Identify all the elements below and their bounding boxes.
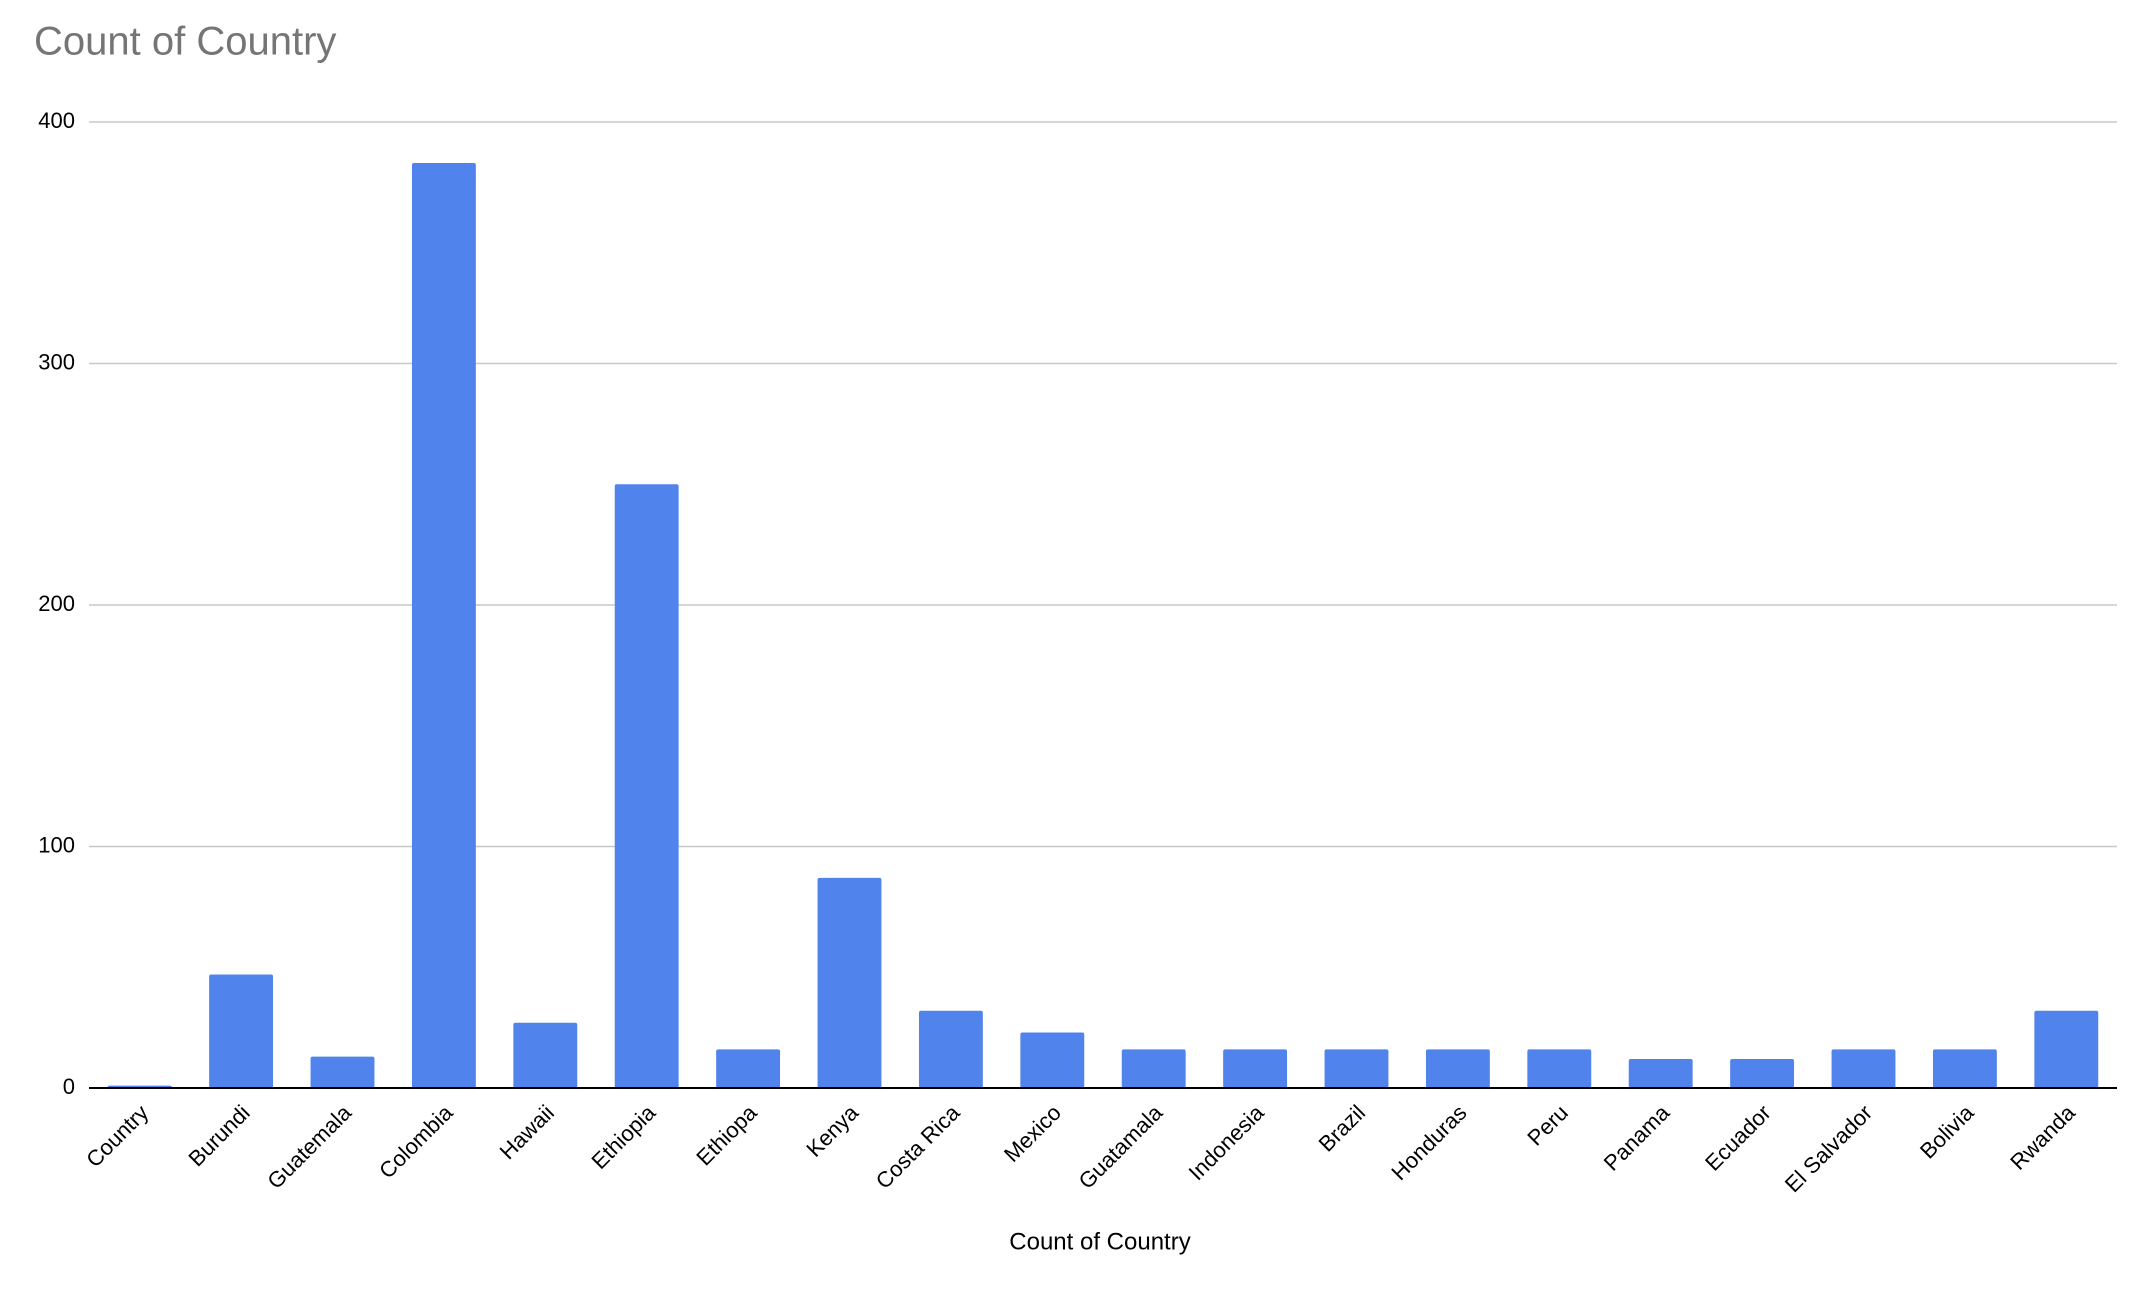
bar [1425, 1049, 1490, 1088]
bar [1121, 1049, 1186, 1088]
bar [2034, 1010, 2099, 1088]
x-tick-label: Mexico [999, 1100, 1066, 1167]
bar [411, 163, 476, 1088]
bar [1527, 1049, 1592, 1088]
x-tick-label: Burundi [183, 1100, 254, 1171]
x-tick-label: Kenya [801, 1099, 863, 1161]
chart-title: Count of Country [34, 20, 336, 64]
x-tick-label: Ecuador [1700, 1100, 1776, 1176]
x-axis-title: Count of Country [1009, 1228, 1190, 1255]
x-tick-label: Guatamala [1074, 1099, 1168, 1193]
bar [1932, 1049, 1997, 1088]
bar [1730, 1059, 1795, 1088]
x-tick-label: Guatemala [262, 1099, 356, 1193]
y-tick-label: 0 [63, 1074, 75, 1099]
bar [513, 1022, 578, 1088]
y-tick-label: 300 [38, 349, 75, 374]
bar [1020, 1032, 1085, 1088]
x-tick-label: Country [81, 1100, 153, 1172]
y-tick-label: 200 [38, 591, 75, 616]
y-tick-label: 100 [38, 832, 75, 857]
x-tick-label: El Salvador [1780, 1100, 1877, 1197]
bar [1223, 1049, 1288, 1088]
bar [716, 1049, 781, 1088]
bar [918, 1010, 983, 1088]
bar [817, 877, 882, 1088]
bar [310, 1056, 375, 1088]
x-tick-label: Hawaii [495, 1100, 559, 1164]
bar [1831, 1049, 1896, 1088]
x-tick-label: Colombia [374, 1099, 458, 1183]
x-tick-label: Bolivia [1915, 1099, 1979, 1163]
y-tick-label: 400 [38, 108, 75, 133]
bar [209, 974, 274, 1088]
x-tick-label: Peru [1522, 1100, 1573, 1151]
bar [1324, 1049, 1389, 1088]
x-tick-label: Costa Rica [871, 1099, 965, 1193]
x-tick-label: Brazil [1314, 1100, 1371, 1157]
x-tick-label: Ethiopa [691, 1099, 762, 1170]
bar [614, 484, 679, 1088]
x-tick-label: Panama [1599, 1099, 1675, 1175]
x-tick-label: Ethiopia [586, 1099, 660, 1173]
x-tick-label: Rwanda [2005, 1099, 2080, 1174]
bar [1628, 1059, 1693, 1088]
x-tick-label: Indonesia [1184, 1099, 1270, 1185]
x-tick-label: Honduras [1386, 1100, 1471, 1185]
